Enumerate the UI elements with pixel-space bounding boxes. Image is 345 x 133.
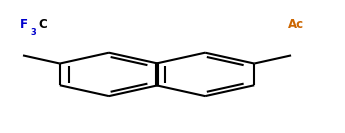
Text: Ac: Ac <box>288 18 304 31</box>
Text: F: F <box>20 18 28 31</box>
Text: C: C <box>39 18 47 31</box>
Text: 3: 3 <box>31 28 36 37</box>
